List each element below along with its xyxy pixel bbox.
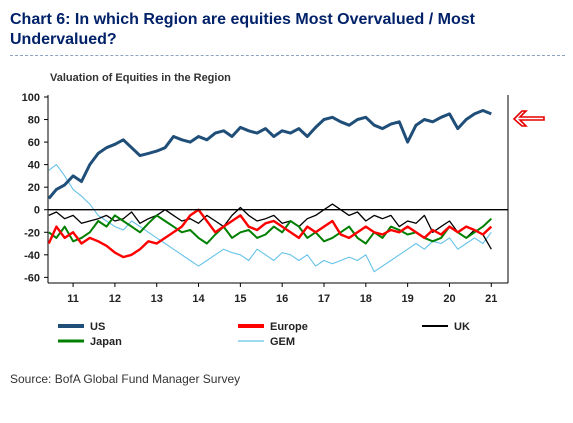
x-tick-label: 21 — [485, 293, 497, 305]
x-tick-label: 19 — [402, 293, 414, 305]
series-line-us — [47, 109, 492, 200]
x-tick-label: 20 — [443, 293, 455, 305]
x-tick-label: 11 — [67, 293, 79, 305]
red-arrow-icon — [512, 110, 545, 127]
x-tick-label: 13 — [151, 293, 163, 305]
y-tick-label: -20 — [24, 227, 40, 239]
x-tick-label: 18 — [360, 293, 372, 305]
x-tick-label: 14 — [192, 293, 205, 305]
legend-label-us: US — [90, 321, 105, 333]
y-tick-label: 100 — [22, 92, 40, 104]
title-divider — [10, 55, 565, 56]
series-line-gem — [48, 164, 492, 273]
source-note: Source: BofA Global Fund Manager Survey — [10, 372, 241, 386]
y-tick-label: 40 — [28, 160, 40, 172]
y-tick-label: -60 — [24, 272, 40, 284]
y-tick-label: -40 — [24, 250, 40, 262]
series-line-japan — [48, 214, 492, 245]
chart-main-title: Chart 6: In which Region are equities Mo… — [10, 11, 475, 48]
y-tick-label: 20 — [28, 182, 40, 194]
x-tick-label: 15 — [234, 293, 246, 305]
legend-label-gem: GEM — [270, 336, 295, 348]
y-tick-label: 60 — [28, 137, 40, 149]
chart-series — [47, 109, 508, 273]
chart-legend: US Europe UK Japan GEM — [58, 321, 470, 348]
series-line-europe — [47, 208, 493, 259]
chart-title: Valuation of Equities in the Region — [50, 72, 231, 84]
y-tick-label: 80 — [28, 115, 40, 127]
x-tick-label: 12 — [109, 293, 121, 305]
legend-label-europe: Europe — [270, 321, 308, 333]
legend-label-uk: UK — [454, 321, 470, 333]
chart-axes: 100 80 60 40 20 0 -20 -40 -60 11 12 13 14 15 16 17 18 19 2… — [22, 92, 509, 305]
x-tick-label: 17 — [318, 293, 330, 305]
y-tick-label: 0 — [34, 205, 40, 217]
x-tick-label: 16 — [276, 293, 288, 305]
legend-label-japan: Japan — [90, 336, 122, 348]
